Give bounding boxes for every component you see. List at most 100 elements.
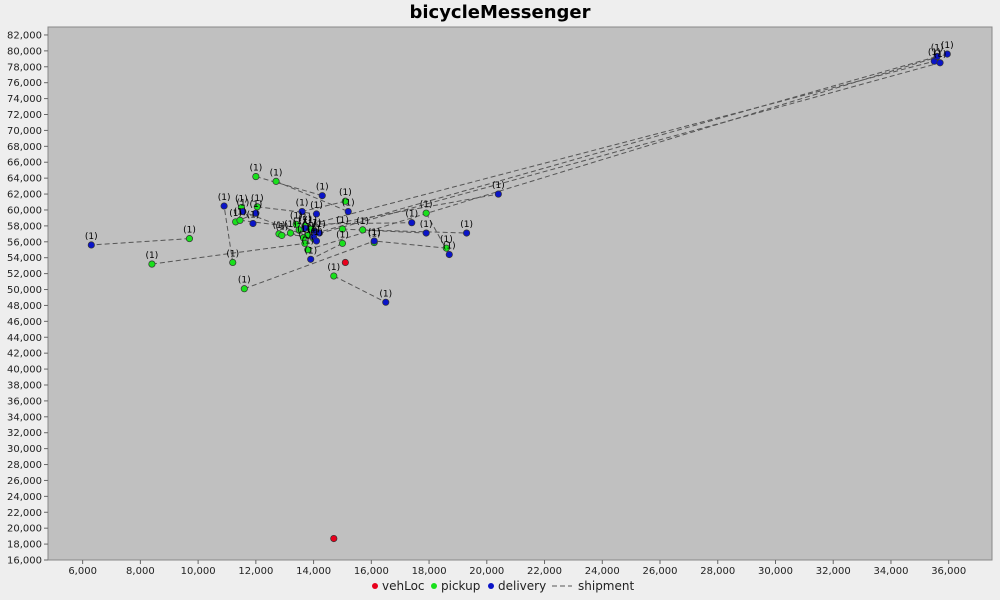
pickup-point-label: (1) bbox=[249, 164, 262, 174]
x-tick-label: 6,000 bbox=[68, 566, 97, 577]
y-tick-label: 30,000 bbox=[7, 444, 42, 455]
pickup-point-label: (1) bbox=[299, 230, 312, 240]
y-tick-label: 56,000 bbox=[7, 237, 42, 248]
delivery-point-label: (1) bbox=[316, 183, 329, 193]
y-tick-label: 34,000 bbox=[7, 412, 42, 423]
delivery-point-label: (1) bbox=[460, 220, 473, 230]
y-tick-label: 62,000 bbox=[7, 190, 42, 201]
shipment-line bbox=[303, 62, 941, 239]
shipment-line bbox=[304, 60, 935, 227]
pickup-point bbox=[442, 244, 450, 252]
y-tick-label: 78,000 bbox=[7, 62, 42, 73]
y-tick-label: 28,000 bbox=[7, 460, 42, 471]
y-tick-label: 46,000 bbox=[7, 317, 42, 328]
delivery-point-label: (1) bbox=[928, 48, 941, 58]
delivery-point-label: (1) bbox=[296, 199, 309, 209]
delivery-legend-marker bbox=[488, 583, 494, 589]
delivery-point bbox=[370, 237, 378, 245]
x-tick-label: 28,000 bbox=[700, 566, 735, 577]
delivery-point-label: (1) bbox=[368, 228, 381, 238]
pickup-point bbox=[252, 173, 260, 181]
pickup-point-label: (1) bbox=[420, 200, 433, 210]
delivery-point bbox=[312, 237, 321, 245]
delivery-point bbox=[422, 229, 430, 237]
delivery-point-label: (1) bbox=[309, 218, 322, 228]
pickup-point-label: (1) bbox=[299, 213, 312, 223]
delivery-point bbox=[318, 192, 326, 200]
y-tick-label: 82,000 bbox=[7, 30, 42, 41]
shipment-legend-label: shipment bbox=[578, 579, 634, 593]
pickup-point-label: (1) bbox=[183, 226, 196, 236]
x-tick-label: 16,000 bbox=[354, 566, 389, 577]
x-tick-label: 20,000 bbox=[469, 566, 504, 577]
delivery-point-label: (1) bbox=[405, 210, 418, 220]
pickup-point-label: (1) bbox=[229, 209, 242, 219]
delivery-point-label: (1) bbox=[247, 210, 260, 220]
delivery-point-label: (1) bbox=[443, 242, 456, 252]
delivery-point-label: (1) bbox=[249, 200, 262, 210]
pickup-point bbox=[148, 260, 156, 268]
y-tick-label: 50,000 bbox=[7, 285, 42, 296]
x-tick-label: 36,000 bbox=[931, 566, 966, 577]
y-tick-label: 22,000 bbox=[7, 508, 42, 519]
delivery-point-label: (1) bbox=[941, 41, 954, 51]
delivery-point bbox=[249, 219, 257, 228]
pickup-point-label: (1) bbox=[336, 230, 349, 240]
y-tick-label: 58,000 bbox=[7, 221, 42, 232]
y-tick-label: 24,000 bbox=[7, 492, 42, 503]
delivery-point-label: (1) bbox=[310, 201, 323, 211]
x-tick-label: 10,000 bbox=[181, 566, 216, 577]
delivery-point-label: (1) bbox=[934, 50, 947, 60]
pickup-point-label: (1) bbox=[234, 207, 247, 217]
delivery-point-label: (1) bbox=[299, 215, 312, 225]
delivery-point-label: (1) bbox=[307, 224, 320, 234]
shipment-lines bbox=[91, 53, 948, 303]
pickup-point-label: (1) bbox=[290, 211, 303, 221]
y-tick-label: 66,000 bbox=[7, 158, 42, 169]
pickup-point bbox=[330, 272, 338, 280]
shipment-line bbox=[91, 238, 190, 246]
y-tick-label: 74,000 bbox=[7, 94, 42, 105]
pickup-point-label: (1) bbox=[307, 226, 320, 236]
y-tick-label: 68,000 bbox=[7, 142, 42, 153]
delivery-point bbox=[933, 52, 941, 60]
shipment-line bbox=[342, 228, 427, 234]
y-tick-label: 60,000 bbox=[7, 205, 42, 216]
y-tick-label: 52,000 bbox=[7, 269, 42, 280]
shipment-line bbox=[151, 242, 305, 265]
pickup-point-label: (1) bbox=[304, 216, 317, 226]
pickup-point-label: (1) bbox=[275, 222, 288, 232]
y-tick-label: 26,000 bbox=[7, 476, 42, 487]
y-tick-label: 48,000 bbox=[7, 301, 42, 312]
delivery-point-label: (1) bbox=[492, 181, 505, 191]
delivery-point bbox=[445, 250, 453, 259]
y-tick-label: 54,000 bbox=[7, 253, 42, 264]
shipment-line bbox=[307, 55, 938, 236]
delivery-point-label: (1) bbox=[304, 246, 317, 256]
pickup-point-label: (1) bbox=[146, 251, 159, 261]
x-tick-label: 18,000 bbox=[412, 566, 447, 577]
x-axis: 6,000 8,000 10,000 12,000 14,000 16,000 18,000… bbox=[68, 560, 966, 577]
delivery-point bbox=[87, 241, 95, 249]
delivery-point-label: (1) bbox=[313, 220, 326, 230]
shipment-line bbox=[257, 206, 317, 215]
x-tick-label: 14,000 bbox=[296, 566, 331, 577]
x-tick-label: 22,000 bbox=[527, 566, 562, 577]
shipment-line bbox=[310, 242, 343, 260]
delivery-point-label: (1) bbox=[85, 232, 98, 242]
shipment-line bbox=[255, 176, 323, 197]
vehLoc-legend-label: vehLoc bbox=[382, 579, 425, 593]
pickup-point-label: (1) bbox=[293, 217, 306, 227]
y-tick-label: 72,000 bbox=[7, 110, 42, 121]
pickup-point-label: (1) bbox=[238, 276, 251, 286]
delivery-point-label: (1) bbox=[931, 43, 944, 53]
shipment-line bbox=[223, 205, 234, 263]
vehLoc-legend-marker bbox=[372, 583, 378, 589]
x-tick-label: 34,000 bbox=[873, 566, 908, 577]
pickup-legend-marker bbox=[431, 583, 437, 589]
shipment-line bbox=[275, 180, 349, 213]
pickup-point bbox=[301, 239, 309, 247]
y-tick-label: 80,000 bbox=[7, 46, 42, 57]
pickup-point-label: (1) bbox=[270, 168, 283, 178]
